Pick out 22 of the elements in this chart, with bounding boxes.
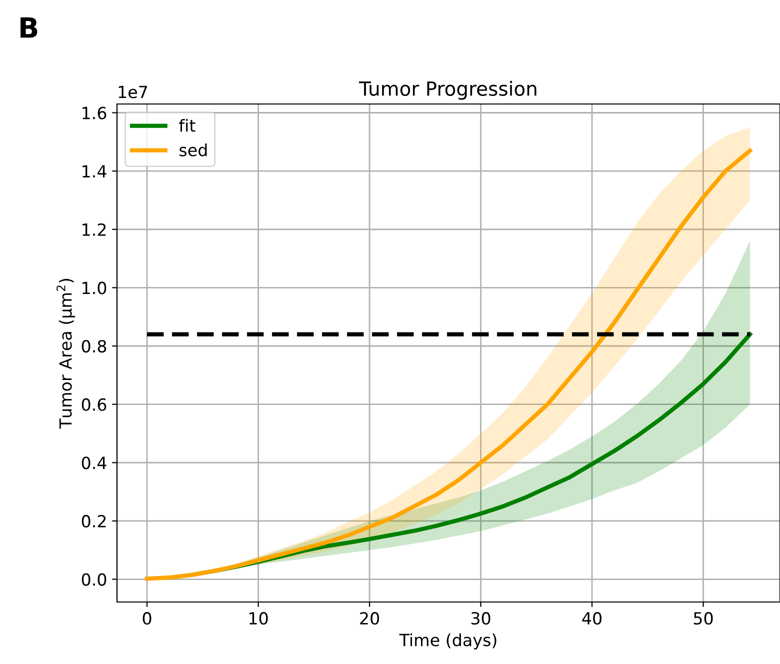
x-tick-label: 50 xyxy=(694,612,713,625)
y-tick-label: 1.6 xyxy=(82,106,106,120)
y-tick-label: 0.0 xyxy=(82,573,106,586)
x-tick-label: 20 xyxy=(360,612,380,625)
y-tick-label: 1.0 xyxy=(82,282,106,294)
y-tick-label: 0.8 xyxy=(82,340,106,353)
x-tick-label: 10 xyxy=(250,612,268,625)
x-tick-label: 30 xyxy=(471,612,490,625)
x-tick-label: 40 xyxy=(582,612,602,625)
y-tick-label: 1.4 xyxy=(82,165,106,178)
y-tick-label: 0.4 xyxy=(82,456,106,470)
text: B xyxy=(20,17,38,38)
text: 1e7 xyxy=(118,86,148,98)
y-axis-title: Tumor Area (μm$^{2}$) xyxy=(56,278,76,429)
x-axis-title: Time (days) xyxy=(399,633,496,650)
legend-label: fit xyxy=(179,119,196,132)
y-tick-label: 0.6 xyxy=(82,398,106,411)
y-tick-label: 0.2 xyxy=(82,514,106,528)
x-tick-label: 0 xyxy=(142,612,152,625)
y-tick-label: 1.2 xyxy=(82,223,106,236)
legend-label: sed xyxy=(180,143,207,156)
chart-title: Tumor Progression xyxy=(359,80,536,100)
